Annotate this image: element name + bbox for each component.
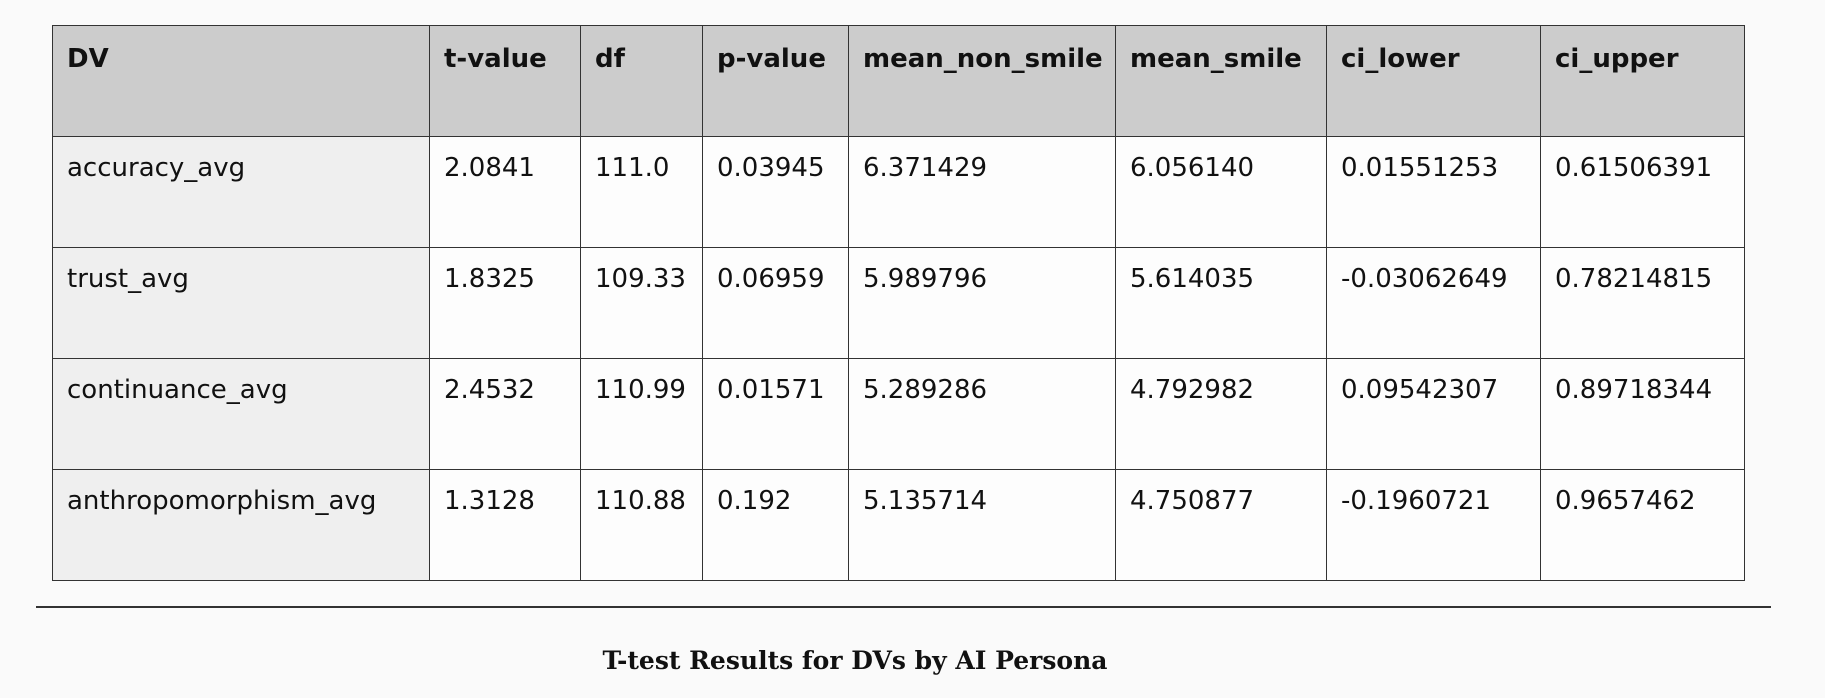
header-df: df xyxy=(580,25,703,137)
header-dv: DV xyxy=(52,25,430,137)
df-cell: 111.0 xyxy=(580,136,703,248)
header-mean-non-smile: mean_non_smile xyxy=(848,25,1116,137)
mean-smile-cell: 4.750877 xyxy=(1115,469,1327,581)
ci-lower-cell: 0.09542307 xyxy=(1326,358,1541,470)
ci-upper-cell: 0.61506391 xyxy=(1540,136,1745,248)
ci-upper-cell: 0.78214815 xyxy=(1540,247,1745,359)
mean-non-smile-cell: 6.371429 xyxy=(848,136,1116,248)
header-ci-upper: ci_upper xyxy=(1540,25,1745,137)
p-value-cell: 0.192 xyxy=(702,469,849,581)
t-value-cell: 1.8325 xyxy=(429,247,581,359)
header-p-value: p-value xyxy=(702,25,849,137)
p-value-cell: 0.03945 xyxy=(702,136,849,248)
ci-upper-cell: 0.9657462 xyxy=(1540,469,1745,581)
t-value-cell: 1.3128 xyxy=(429,469,581,581)
table-row: accuracy_avg 2.0841 111.0 0.03945 6.3714… xyxy=(52,136,1745,248)
dv-cell: continuance_avg xyxy=(52,358,430,470)
p-value-cell: 0.01571 xyxy=(702,358,849,470)
caption-divider xyxy=(36,606,1771,608)
dv-cell: trust_avg xyxy=(52,247,430,359)
mean-smile-cell: 4.792982 xyxy=(1115,358,1327,470)
df-cell: 109.33 xyxy=(580,247,703,359)
table-caption: T-test Results for DVs by AI Persona xyxy=(602,646,1108,675)
p-value-cell: 0.06959 xyxy=(702,247,849,359)
table-row: trust_avg 1.8325 109.33 0.06959 5.989796… xyxy=(52,247,1745,359)
mean-smile-cell: 5.614035 xyxy=(1115,247,1327,359)
mean-non-smile-cell: 5.135714 xyxy=(848,469,1116,581)
mean-non-smile-cell: 5.289286 xyxy=(848,358,1116,470)
table-row: anthropomorphism_avg 1.3128 110.88 0.192… xyxy=(52,469,1745,581)
mean-non-smile-cell: 5.989796 xyxy=(848,247,1116,359)
header-ci-lower: ci_lower xyxy=(1326,25,1541,137)
t-value-cell: 2.0841 xyxy=(429,136,581,248)
ci-lower-cell: 0.01551253 xyxy=(1326,136,1541,248)
t-value-cell: 2.4532 xyxy=(429,358,581,470)
dv-cell: accuracy_avg xyxy=(52,136,430,248)
mean-smile-cell: 6.056140 xyxy=(1115,136,1327,248)
ci-upper-cell: 0.89718344 xyxy=(1540,358,1745,470)
ci-lower-cell: -0.03062649 xyxy=(1326,247,1541,359)
df-cell: 110.99 xyxy=(580,358,703,470)
dv-cell: anthropomorphism_avg xyxy=(52,469,430,581)
results-table: DV t-value df p-value mean_non_smile mea… xyxy=(52,25,1745,581)
df-cell: 110.88 xyxy=(580,469,703,581)
ci-lower-cell: -0.1960721 xyxy=(1326,469,1541,581)
header-mean-smile: mean_smile xyxy=(1115,25,1327,137)
header-t-value: t-value xyxy=(429,25,581,137)
table-row: continuance_avg 2.4532 110.99 0.01571 5.… xyxy=(52,358,1745,470)
header-row: DV t-value df p-value mean_non_smile mea… xyxy=(52,25,1745,137)
